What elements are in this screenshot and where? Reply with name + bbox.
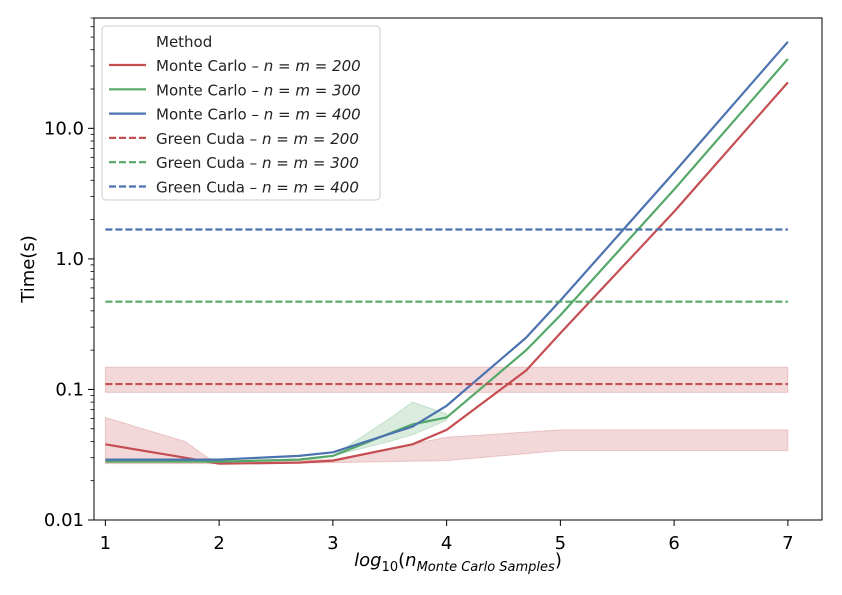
plot-frame [93,17,823,521]
x-axis-label-paren-open: ( [398,550,405,571]
legend-title: Method [156,33,212,51]
x-tick-label-4: 4 [441,533,452,554]
legend-label-series-2: Monte Carlo – n = m = 300 [156,81,361,99]
x-tick-label-1: 1 [100,533,111,554]
line-series-2 [105,58,789,463]
series-lines [105,41,789,465]
y-tick-label-3: 10.0 [44,118,84,139]
x-axis: 1 2 3 4 5 6 7 [100,520,794,554]
y-tick-label-1: 0.1 [55,379,84,400]
y-tick-label-2: 1.0 [55,249,84,270]
y-axis-label: Time(s) [18,235,39,303]
x-axis-label-variable: n [405,550,416,571]
x-tick-label-5: 5 [555,533,566,554]
x-tick-label-2: 2 [213,533,224,554]
band-series-1 [104,416,789,465]
legend-label-series-4: Green Cuda – n = m = 200 [156,130,359,148]
y-axis: 0.01 0.1 1.0 10.0 [44,17,94,531]
legend-label-series-6: Green Cuda – n = m = 400 [156,179,359,197]
legend-label-series-5: Green Cuda – n = m = 300 [156,154,359,172]
legend: Method Monte Carlo – n = m = 200 Monte Car… [101,25,381,201]
legend-label-series-1: Monte Carlo – n = m = 200 [156,57,361,75]
x-axis-label: log10(Monte Carlo SamplesnMonte Carlo Sa… [354,550,562,575]
x-axis-label-subscript: Monte Carlo Samples [417,560,555,575]
y-tick-label-0: 0.01 [44,510,84,531]
x-axis-label-log: log [354,550,381,571]
confidence-bands [104,366,789,465]
line-series-3 [105,41,789,461]
x-axis-label-base: 10 [382,560,399,575]
x-tick-label-7: 7 [782,533,793,554]
x-tick-label-6: 6 [668,533,679,554]
x-axis-label-paren-close: ) [555,550,562,571]
legend-box [101,25,381,201]
legend-label-series-3: Monte Carlo – n = m = 400 [156,106,361,124]
x-tick-label-3: 3 [327,533,338,554]
band-series-4 [104,366,789,393]
